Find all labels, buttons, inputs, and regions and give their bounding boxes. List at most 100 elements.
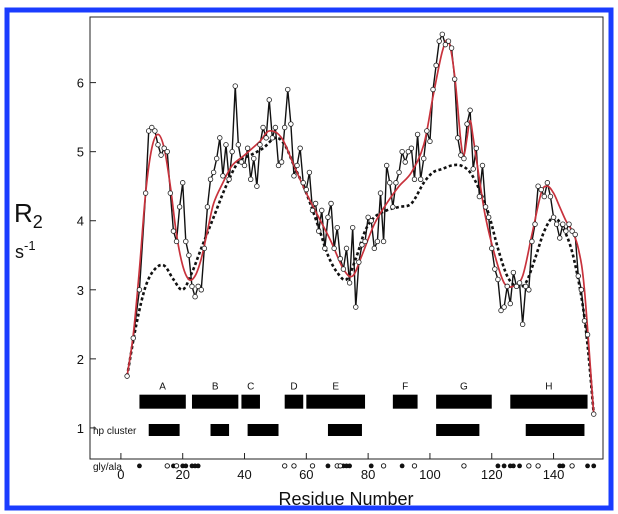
data-point	[189, 283, 195, 290]
data-point	[399, 148, 405, 155]
data-point	[161, 145, 167, 151]
data-point	[136, 287, 143, 293]
data-point	[297, 145, 303, 151]
gly-ala-marker-open	[173, 463, 180, 469]
data-point	[257, 142, 263, 148]
y-axis-title: R2 s-1	[14, 198, 43, 262]
data-point	[223, 142, 229, 148]
segment-bar-a	[139, 394, 186, 409]
data-point	[146, 128, 152, 134]
data-point	[217, 135, 223, 141]
data-point	[467, 107, 473, 113]
hp-cluster-bar	[247, 423, 279, 436]
gly-ala-marker-filled	[501, 463, 507, 469]
x-tick-label: 40	[237, 467, 251, 482]
data-point	[204, 204, 211, 210]
gly-ala-marker-filled	[517, 463, 522, 469]
data-point	[269, 135, 276, 141]
data-point	[192, 294, 198, 300]
data-point	[584, 331, 591, 338]
x-tick-label: 20	[175, 467, 189, 482]
data-point	[563, 228, 569, 234]
gly-ala-marker-filled	[560, 463, 566, 469]
data-point	[464, 121, 470, 127]
data-point	[198, 287, 204, 293]
data-point	[550, 214, 557, 220]
y-axis-label-r: R	[14, 198, 33, 228]
y-tick-label: 4	[77, 214, 84, 229]
segment-bar-h	[510, 394, 588, 409]
data-point	[275, 162, 282, 169]
y-axis-ticks: 1 2 3 4 5 6	[77, 76, 96, 436]
data-point	[343, 245, 350, 252]
data-point	[470, 166, 476, 172]
data-point	[516, 280, 523, 286]
data-point	[572, 231, 578, 238]
data-point	[340, 266, 347, 272]
data-point	[442, 41, 449, 48]
data-point	[445, 38, 452, 44]
data-point	[247, 176, 254, 182]
segment-label-c: C	[247, 382, 254, 393]
segment-bar-b	[191, 394, 239, 409]
x-tick-label: 0	[117, 467, 124, 482]
gly-ala-marker-open	[569, 463, 575, 469]
data-point	[396, 169, 402, 176]
data-point	[170, 228, 177, 234]
data-point	[186, 252, 192, 258]
data-point	[485, 214, 492, 220]
data-point	[507, 300, 513, 307]
data-point	[569, 228, 575, 234]
data-point	[473, 145, 479, 151]
data-point	[325, 214, 331, 220]
gly-ala-marker-open	[282, 463, 288, 469]
data-point	[238, 159, 245, 165]
data-point	[251, 155, 257, 162]
data-point	[510, 269, 517, 276]
data-point	[260, 124, 266, 131]
data-point	[241, 162, 248, 169]
data-point	[365, 214, 371, 220]
data-point	[281, 124, 288, 131]
data-point	[479, 162, 486, 169]
data-point	[371, 245, 378, 252]
segment-bar-c	[241, 394, 260, 409]
data-point	[553, 221, 560, 227]
data-point	[142, 190, 149, 196]
data-point	[266, 97, 272, 103]
gly-ala-marker-open	[380, 463, 387, 469]
y-axis-unit: s-1	[15, 238, 36, 262]
data-point	[300, 180, 306, 186]
gly-ala-marker-open	[411, 463, 418, 469]
hp-cluster-bar	[525, 423, 585, 436]
data-point	[152, 128, 158, 134]
x-axis-title: Residue Number	[278, 489, 413, 509]
y-tick-label: 5	[77, 145, 84, 160]
data-point	[560, 221, 566, 227]
data-point	[337, 256, 344, 262]
data-point	[455, 135, 461, 141]
data-point	[285, 86, 291, 93]
data-point	[495, 276, 501, 283]
data-point	[581, 318, 588, 324]
segment-label-d: D	[290, 382, 297, 393]
x-tick-label: 140	[543, 467, 565, 482]
x-tick-label: 120	[481, 467, 503, 482]
data-point	[232, 83, 238, 89]
hp-cluster-bar	[210, 423, 230, 436]
data-point	[402, 159, 408, 165]
gly-ala-marker-filled	[368, 463, 374, 469]
gly-ala-marker-filled	[399, 463, 405, 469]
data-point	[288, 121, 294, 127]
data-point	[164, 148, 170, 155]
y-tick-label: 6	[77, 76, 84, 91]
data-point	[328, 200, 334, 207]
outer-border	[4, 7, 614, 511]
y-tick-label: 3	[77, 283, 84, 298]
data-point	[210, 169, 217, 176]
data-point	[353, 304, 359, 310]
data-point	[544, 180, 551, 186]
data-point	[526, 287, 532, 293]
hp-cluster-label: hp cluster	[93, 426, 137, 437]
gly-ala-marker-filled	[495, 463, 501, 469]
